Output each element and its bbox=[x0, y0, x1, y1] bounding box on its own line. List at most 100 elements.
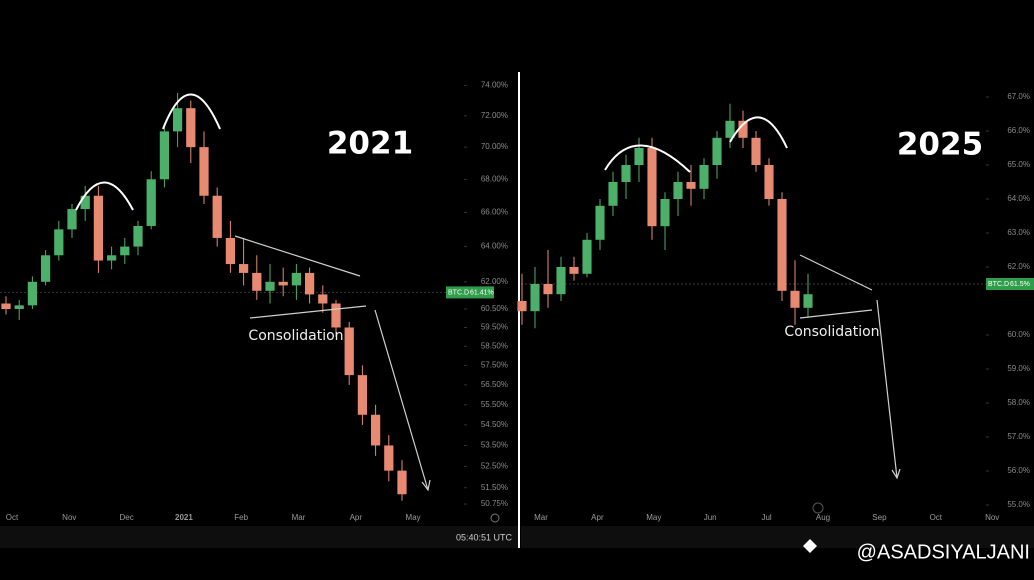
candle-body bbox=[212, 195, 222, 238]
y-tick-label: 62.00% bbox=[481, 277, 508, 286]
candle-body bbox=[225, 237, 236, 265]
arc bbox=[162, 93, 221, 130]
candle-body bbox=[699, 165, 709, 189]
x-tick-label: Oct bbox=[6, 513, 19, 522]
y-tick-label: 66.0% bbox=[1007, 126, 1030, 135]
x-tick-label: Oct bbox=[930, 513, 943, 522]
y-tick-label: 51.50% bbox=[481, 483, 508, 492]
y-tick-label: 54.50% bbox=[481, 420, 508, 429]
y-tick-label: 64.0% bbox=[1007, 194, 1030, 203]
y-tick-label: 65.0% bbox=[1007, 160, 1030, 169]
x-tick-label: May bbox=[406, 513, 421, 522]
y-tick-label: 59.50% bbox=[481, 323, 508, 332]
candle-body bbox=[318, 294, 328, 304]
trend-line bbox=[799, 309, 873, 319]
x-tick-label: Nov bbox=[62, 513, 76, 522]
y-tick-label: 67.0% bbox=[1007, 92, 1030, 101]
candle-body bbox=[790, 290, 800, 308]
settings-icon[interactable] bbox=[490, 513, 500, 523]
y-tick-label: 60.50% bbox=[481, 304, 508, 313]
candle-body bbox=[569, 267, 579, 274]
candle-body bbox=[384, 445, 394, 471]
y-tick-label: 62.0% bbox=[1007, 262, 1030, 271]
candle-body bbox=[751, 137, 761, 165]
candle-body bbox=[725, 120, 735, 138]
x-tick-label: Dec bbox=[119, 513, 133, 522]
y-tick-label: 56.50% bbox=[481, 380, 508, 389]
y-tick-label: 74.00% bbox=[481, 81, 508, 90]
candle-body bbox=[120, 246, 130, 256]
candle-body bbox=[647, 148, 657, 227]
clock: 05:40:51 UTC bbox=[456, 532, 513, 542]
candle-body bbox=[777, 199, 787, 291]
y-tick-label: 50.75% bbox=[481, 499, 508, 508]
trend-line bbox=[799, 254, 873, 291]
candle-body bbox=[133, 225, 143, 247]
candle-body bbox=[278, 281, 288, 286]
candle-body bbox=[106, 255, 117, 261]
candle-body bbox=[370, 414, 381, 446]
candle-body bbox=[344, 327, 354, 376]
candle-body bbox=[556, 267, 566, 295]
x-tick-label: Nov bbox=[985, 513, 999, 522]
arc bbox=[729, 116, 788, 149]
y-tick-label: 68.00% bbox=[481, 174, 508, 183]
price-symbol: BTC.D bbox=[988, 281, 1009, 288]
left-bottom-bar bbox=[0, 526, 518, 548]
y-tick-label: 64.00% bbox=[481, 242, 508, 251]
trend-line bbox=[249, 305, 367, 319]
x-tick-label: Sep bbox=[872, 513, 887, 522]
y-tick-label: 56.0% bbox=[1007, 466, 1030, 475]
y-tick-label: 55.50% bbox=[481, 400, 508, 409]
candle-body bbox=[54, 229, 64, 256]
candle-body bbox=[304, 272, 315, 295]
y-tick-label: 66.00% bbox=[481, 208, 508, 217]
trend-lines bbox=[234, 235, 901, 492]
y-tick-label: 52.50% bbox=[481, 462, 508, 471]
candle-body bbox=[14, 305, 24, 309]
y-tick-label: 57.0% bbox=[1007, 432, 1030, 441]
y-tick-label: 70.00% bbox=[481, 142, 508, 151]
candle-body bbox=[40, 255, 51, 282]
candle-body bbox=[27, 281, 38, 306]
candle-body bbox=[582, 239, 592, 274]
arrow-head bbox=[421, 479, 431, 492]
annotation: Consolidation bbox=[248, 328, 343, 344]
x-tick-label: Mar bbox=[292, 513, 306, 522]
y-tick-label: 58.0% bbox=[1007, 398, 1030, 407]
y-tick-label: 57.50% bbox=[481, 361, 508, 370]
x-tick-label: Apr bbox=[591, 513, 604, 522]
candle-body bbox=[397, 470, 407, 495]
annotation: Consolidation bbox=[784, 324, 879, 340]
candle-body bbox=[265, 281, 275, 291]
candle-body bbox=[595, 205, 605, 240]
price-tag bbox=[986, 278, 1034, 290]
arrow bbox=[374, 309, 429, 491]
compass-icon[interactable] bbox=[812, 502, 824, 514]
price-tag bbox=[446, 286, 494, 299]
watermark: @ASADSIYALJANI bbox=[857, 541, 1030, 563]
candle-body bbox=[621, 165, 631, 182]
candle-body bbox=[186, 108, 196, 148]
candle-body bbox=[172, 108, 183, 132]
candle-body bbox=[357, 375, 368, 415]
x-tick-label: Feb bbox=[234, 513, 248, 522]
watermark-icon bbox=[803, 539, 817, 553]
candle-body bbox=[67, 209, 77, 230]
candle-body bbox=[530, 284, 540, 312]
candle-body bbox=[673, 182, 683, 199]
x-tick-label: Aug bbox=[816, 513, 830, 522]
x-tick-label: 2021 bbox=[175, 513, 193, 522]
candle-body bbox=[543, 284, 553, 295]
candle-body bbox=[93, 195, 104, 261]
x-tick-label: May bbox=[646, 513, 661, 522]
chart-title: 2025 bbox=[897, 127, 983, 163]
candle-body bbox=[660, 199, 670, 227]
candle-body bbox=[238, 264, 249, 273]
arc bbox=[75, 181, 134, 211]
candle-body bbox=[199, 147, 209, 196]
candle-body bbox=[608, 182, 618, 206]
price-symbol: BTC.D bbox=[448, 289, 469, 296]
x-tick-label: Mar bbox=[534, 513, 548, 522]
arc bbox=[604, 144, 691, 173]
